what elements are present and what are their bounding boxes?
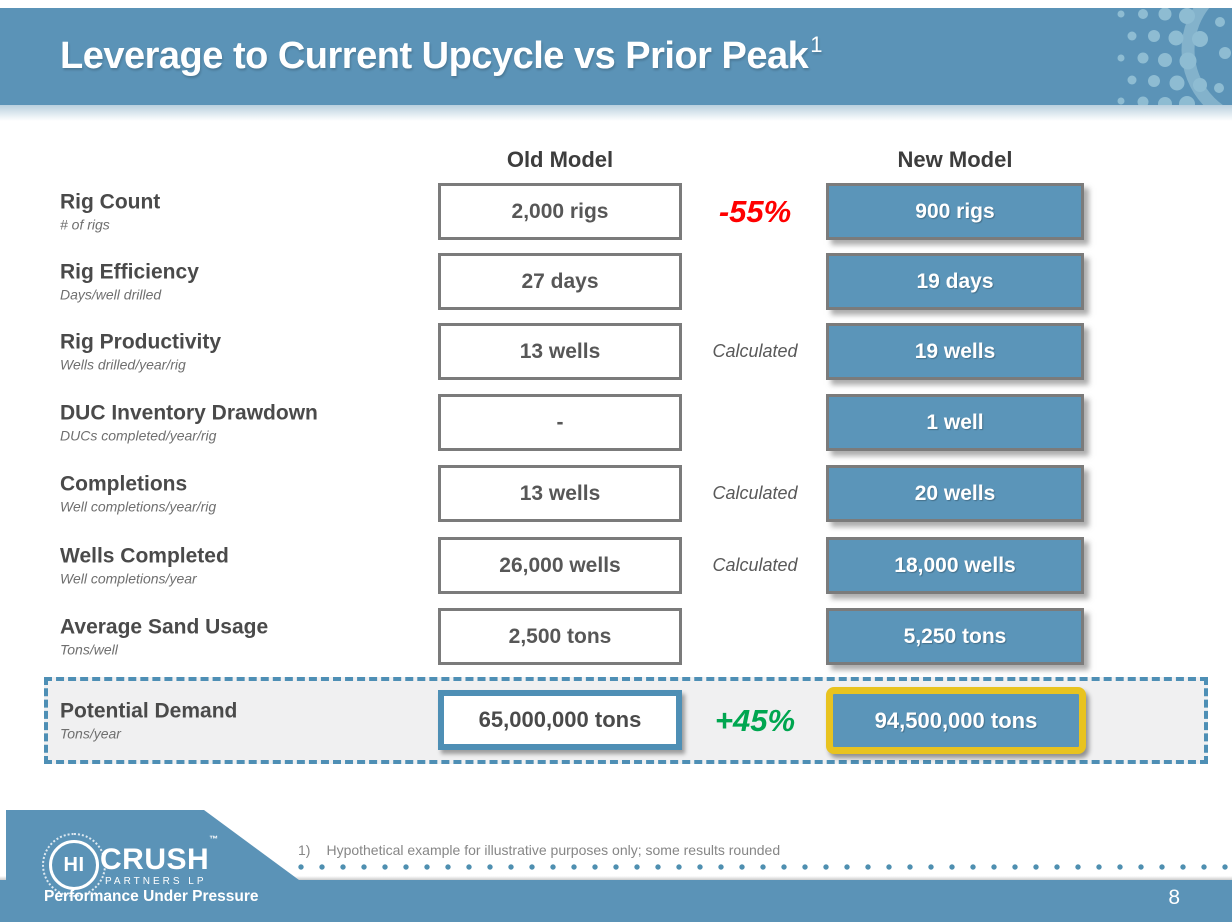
page-title: Leverage to Current Upcycle vs Prior Pea… [60, 31, 823, 77]
row-label: Rig Productivity Wells drilled/year/rig [60, 330, 430, 373]
dotted-separator [298, 864, 1228, 870]
old-model-value-box: 2,500 tons [438, 608, 682, 665]
header-fade [0, 105, 1232, 121]
footnote-marker: 1) [298, 842, 311, 858]
page-number: 8 [1168, 886, 1180, 909]
row-label-subtitle: Days/well drilled [60, 286, 162, 303]
row-label-title: DUC Inventory Drawdown [60, 401, 318, 425]
row-label: Wells Completed Well completions/year [60, 544, 430, 587]
metric-row-rig-productivity: Rig Productivity Wells drilled/year/rig … [0, 323, 1232, 380]
decrease-percent: -55% [718, 193, 792, 229]
metric-row-rig-count: Rig Count # of rigs 2,000 rigs -55% 900 … [0, 183, 1232, 240]
logo-crush-text: CRUSH [100, 843, 210, 876]
page-title-text: Leverage to Current Upcycle vs Prior Pea… [60, 35, 809, 77]
row-label-title: Completions [60, 472, 188, 496]
row-label-subtitle: Well completions/year/rig [60, 498, 217, 515]
old-model-value-box: 26,000 wells [438, 537, 682, 594]
logo-dotted-ring-icon [42, 833, 106, 897]
row-label: Average Sand Usage Tons/well [60, 615, 430, 658]
old-model-value-box: 13 wells [438, 323, 682, 380]
calculated-label: Calculated [712, 483, 798, 503]
row-label-subtitle: Tons/year [60, 725, 121, 742]
metric-row-completions: Completions Well completions/year/rig 13… [0, 465, 1232, 522]
row-label-subtitle: DUCs completed/year/rig [60, 427, 217, 444]
new-model-value-box: 5,250 tons [826, 608, 1084, 665]
row-label-title: Average Sand Usage [60, 615, 269, 639]
hi-crush-logo: HI CRUSH™ PARTNERS LP Performance Under … [6, 810, 306, 920]
calculated-note: Calculated [685, 465, 825, 522]
footnote: 1) Hypothetical example for illustrative… [298, 842, 780, 858]
new-model-value-box: 900 rigs [826, 183, 1084, 240]
metric-row-wells-completed: Wells Completed Well completions/year 26… [0, 537, 1232, 594]
row-label-title: Rig Efficiency [60, 260, 199, 284]
new-model-value-box: 20 wells [826, 465, 1084, 522]
new-model-value-box: 19 wells [826, 323, 1084, 380]
potential-demand-highlight-row: Potential Demand Tons/year 65,000,000 to… [44, 677, 1208, 764]
logo-crush-wordmark: CRUSH™ [100, 834, 219, 877]
row-label-subtitle: Tons/well [60, 641, 118, 658]
old-model-value-box: 27 days [438, 253, 682, 310]
calculated-note: Calculated [685, 537, 825, 594]
new-model-total-box: 94,500,000 tons [826, 687, 1086, 754]
calculated-note: Calculated [685, 323, 825, 380]
row-label-subtitle: Wells drilled/year/rig [60, 356, 186, 373]
logo-partners-lp: PARTNERS LP [105, 876, 207, 887]
old-model-value-box: 2,000 rigs [438, 183, 682, 240]
old-model-value-box: 13 wells [438, 465, 682, 522]
row-label-subtitle: # of rigs [60, 216, 110, 233]
new-model-value-box: 19 days [826, 253, 1084, 310]
footer-band [0, 880, 1232, 922]
logo-hi: HI [63, 853, 85, 876]
increase-percent: +45% [714, 702, 796, 738]
row-label-title: Rig Productivity [60, 330, 222, 354]
row-label: Rig Efficiency Days/well drilled [60, 260, 430, 303]
metric-row-rig-efficiency: Rig Efficiency Days/well drilled 27 days… [0, 253, 1232, 310]
row-label: DUC Inventory Drawdown DUCs completed/ye… [60, 401, 430, 444]
footer-band-shadow [0, 876, 1232, 880]
row-label: Rig Count # of rigs [60, 190, 430, 233]
column-header-old-model: Old Model [506, 147, 614, 172]
row-label: Completions Well completions/year/rig [60, 472, 430, 515]
row-label: Potential Demand Tons/year [60, 699, 430, 742]
calculated-label: Calculated [712, 341, 798, 361]
logo-trademark: ™ [209, 834, 219, 844]
dots-pattern [1117, 8, 1231, 105]
old-model-total-box: 65,000,000 tons [438, 690, 682, 750]
row-label-title: Rig Count [60, 190, 161, 214]
change-note: +45% [685, 681, 825, 760]
metric-row-duc-inventory-drawdown: DUC Inventory Drawdown DUCs completed/ye… [0, 394, 1232, 451]
row-label-subtitle: Well completions/year [60, 570, 197, 587]
metric-row-average-sand-usage: Average Sand Usage Tons/well 2,500 tons … [0, 608, 1232, 665]
new-model-value-box: 18,000 wells [826, 537, 1084, 594]
calculated-label: Calculated [712, 555, 798, 575]
logo-tagline: Performance Under Pressure [44, 888, 259, 905]
new-model-value-box: 1 well [826, 394, 1084, 451]
row-label-title: Potential Demand [60, 699, 238, 723]
change-note: -55% [685, 183, 825, 240]
header-bar: Leverage to Current Upcycle vs Prior Pea… [0, 8, 1232, 105]
footnote-text: Hypothetical example for illustrative pu… [326, 842, 781, 858]
logo-background-diagonal [204, 810, 299, 880]
logo-circle-icon: HI [49, 840, 99, 890]
old-model-value-box: - [438, 394, 682, 451]
row-label-title: Wells Completed [60, 544, 229, 568]
column-header-new-model: New Model [897, 147, 1013, 172]
